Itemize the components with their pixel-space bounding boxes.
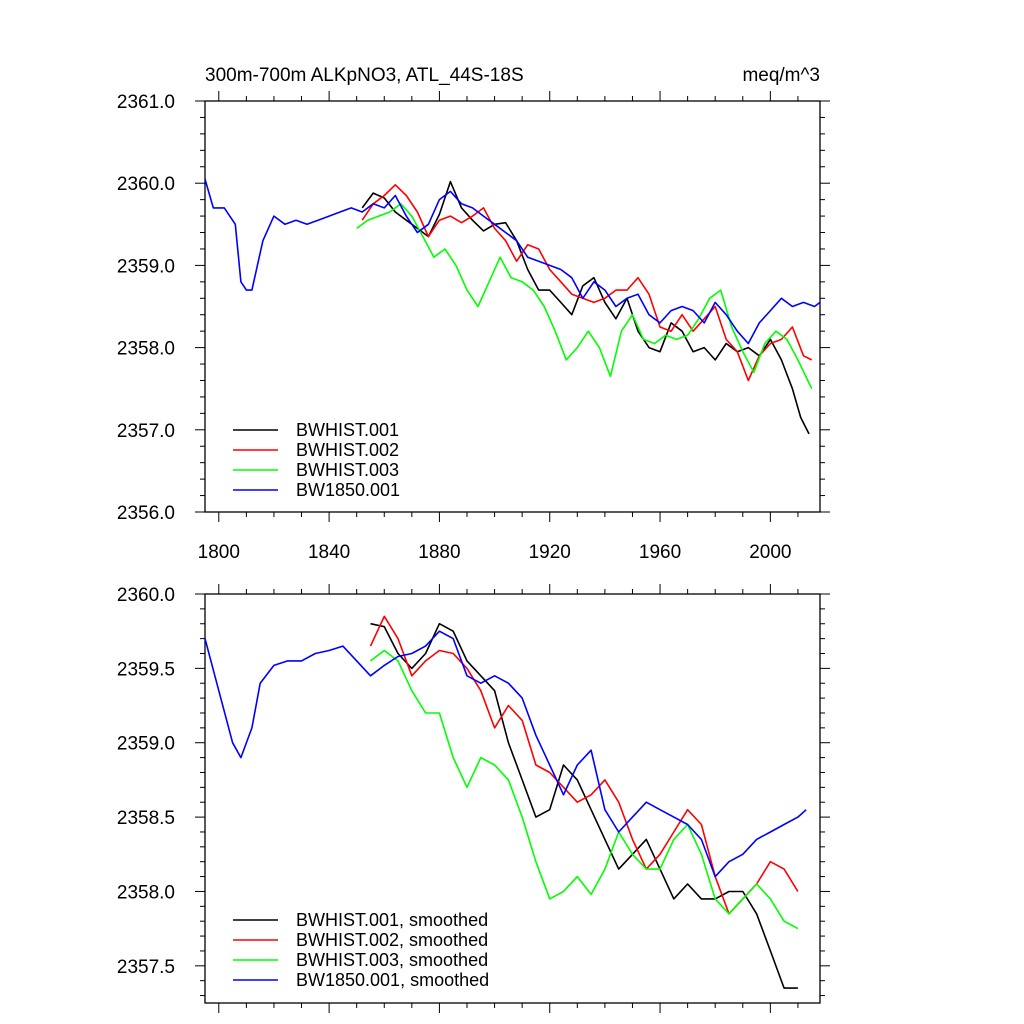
- series-line-3: [370, 649, 799, 930]
- series-line-1: [361, 180, 810, 435]
- x-tick-label: 1840: [308, 542, 350, 563]
- y-tick-label: 2358.0: [117, 882, 175, 903]
- y-tick-label: 2359.5: [117, 659, 175, 680]
- legend-label-1: BWHIST.001, smoothed: [296, 910, 488, 930]
- top-panel: 300m-700m ALKpNO3, ATL_44S-18S meq/m^3 1…: [117, 65, 830, 563]
- y-tick-label: 2359.0: [117, 256, 175, 277]
- x-tick-label: 1880: [418, 542, 460, 563]
- bottom-plot-frame: [204, 593, 821, 1004]
- series-line-3: [356, 203, 813, 390]
- top-plot-frame: [204, 100, 821, 513]
- legend-label-3: BWHIST.003, smoothed: [296, 950, 488, 970]
- x-tick-label: 2000: [749, 542, 791, 563]
- chart-units-label: meq/m^3: [742, 65, 820, 86]
- bottom-panel: 2357.5 2358.0 2358.5 2359.0 2359.5 2360.0 BWHI…: [117, 584, 830, 1013]
- legend-label-1: BWHIST.001: [296, 420, 399, 440]
- y-tick-label: 2360.0: [117, 174, 175, 195]
- y-tick-label: 2356.0: [117, 503, 175, 524]
- y-tick-label: 2358.0: [117, 339, 175, 360]
- x-tick-label: 1920: [529, 542, 571, 563]
- series-line-2: [361, 184, 813, 382]
- y-tick-label: 2361.0: [117, 92, 175, 113]
- legend-label-3: BWHIST.003: [296, 460, 399, 480]
- series-line-4: [204, 630, 807, 878]
- y-tick-label: 2360.0: [117, 585, 175, 606]
- y-tick-label: 2358.5: [117, 808, 175, 829]
- y-tick-label: 2357.0: [117, 421, 175, 442]
- legend-label-4: BW1850.001: [296, 480, 400, 500]
- x-tick-label: 1960: [639, 542, 681, 563]
- y-tick-label: 2357.5: [117, 957, 175, 978]
- legend-label-4: BW1850.001, smoothed: [296, 970, 489, 990]
- series-line-4: [204, 178, 821, 345]
- y-tick-label: 2359.0: [117, 734, 175, 755]
- x-tick-label: 1800: [198, 542, 240, 563]
- series-line-1: [370, 622, 798, 989]
- legend-label-2: BWHIST.002: [296, 440, 399, 460]
- legend-label-2: BWHIST.002, smoothed: [296, 930, 488, 950]
- series-line-2: [369, 615, 799, 915]
- chart-title: 300m-700m ALKpNO3, ATL_44S-18S: [205, 65, 524, 86]
